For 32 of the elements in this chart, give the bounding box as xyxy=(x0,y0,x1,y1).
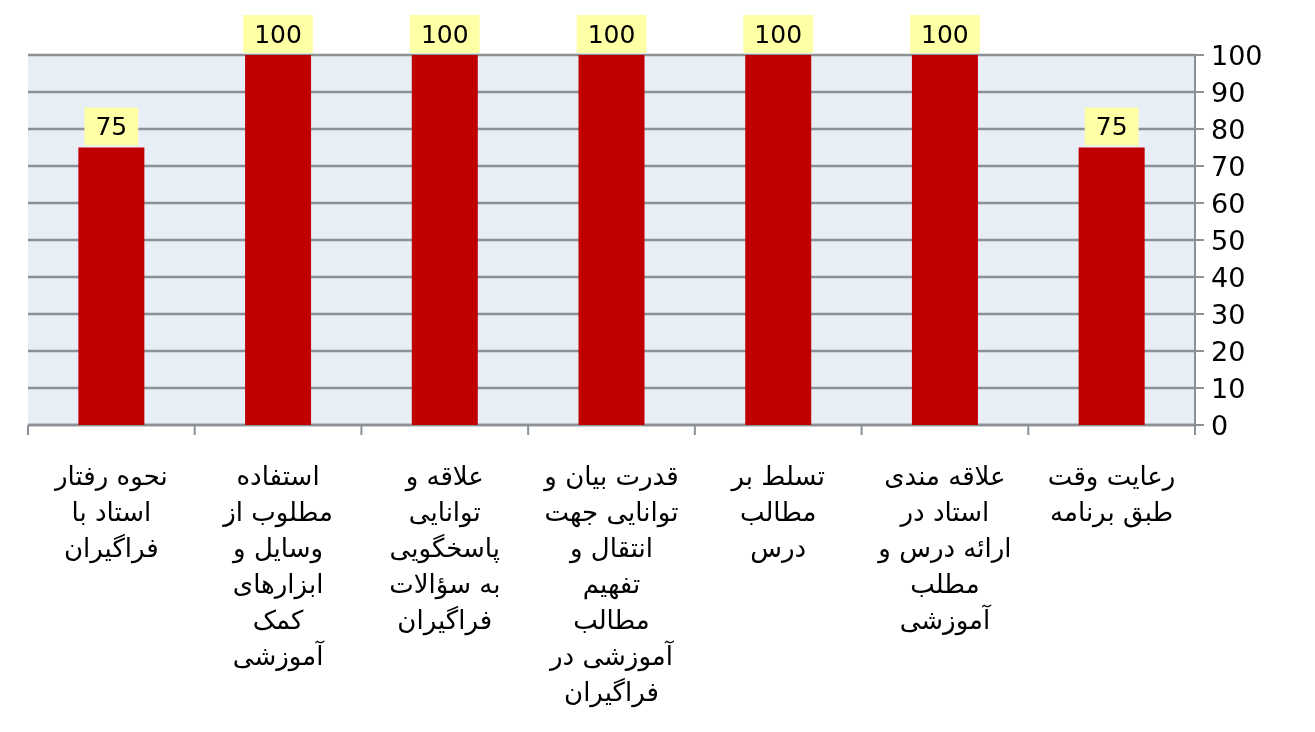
data-label: 100 xyxy=(743,15,814,53)
data-label: 100 xyxy=(910,15,980,53)
x-tick-label: علاقه مندی استاد در ارائه درس و مطلب آموزشی xyxy=(878,461,1012,635)
y-tick-label: 90 xyxy=(1211,76,1246,108)
x-tick-label: تسلط بر مطالب درس xyxy=(731,461,825,563)
x-tick-label: قدرت بیان و توانایی جهت انتقال و تفهیم مطالب آموزشی در فراگیران xyxy=(544,461,679,707)
data-label: 100 xyxy=(420,19,469,49)
y-tick-label: 0 xyxy=(1211,409,1229,441)
x-tick-label: رعایت وقت طبق برنامه xyxy=(1047,461,1176,527)
x-tick-label: نحوه رفتار استاد با فراگیران xyxy=(55,461,168,563)
y-tick-label: 10 xyxy=(1211,372,1246,404)
data-label: 75 xyxy=(84,107,139,146)
data-label: 100 xyxy=(921,19,969,49)
data-label: 100 xyxy=(409,15,480,53)
data-label: 75 xyxy=(1095,112,1128,141)
y-tick-label: 20 xyxy=(1211,335,1246,367)
data-label: 100 xyxy=(587,19,636,49)
x-tick-label: استفاده مطلوب از وسایل و ابزارهای کمک آموزشی xyxy=(223,461,333,671)
data-label: 100 xyxy=(754,19,803,49)
y-tick-label: 50 xyxy=(1211,224,1246,256)
data-label: 100 xyxy=(243,15,313,53)
y-tick-label: 80 xyxy=(1211,113,1246,145)
data-label: 100 xyxy=(254,19,302,49)
data-label: 100 xyxy=(576,15,647,53)
y-tick-label: 30 xyxy=(1211,298,1246,330)
y-tick-label: 100 xyxy=(1211,39,1263,71)
y-tick-label: 40 xyxy=(1211,261,1246,293)
y-tick-label: 70 xyxy=(1211,150,1246,182)
data-label: 75 xyxy=(95,112,128,141)
y-tick-label: 60 xyxy=(1211,187,1246,219)
x-tick-label: علاقه و توانایی پاسخگویی به سؤالات فراگیران xyxy=(389,461,501,635)
data-label: 75 xyxy=(1084,107,1139,146)
